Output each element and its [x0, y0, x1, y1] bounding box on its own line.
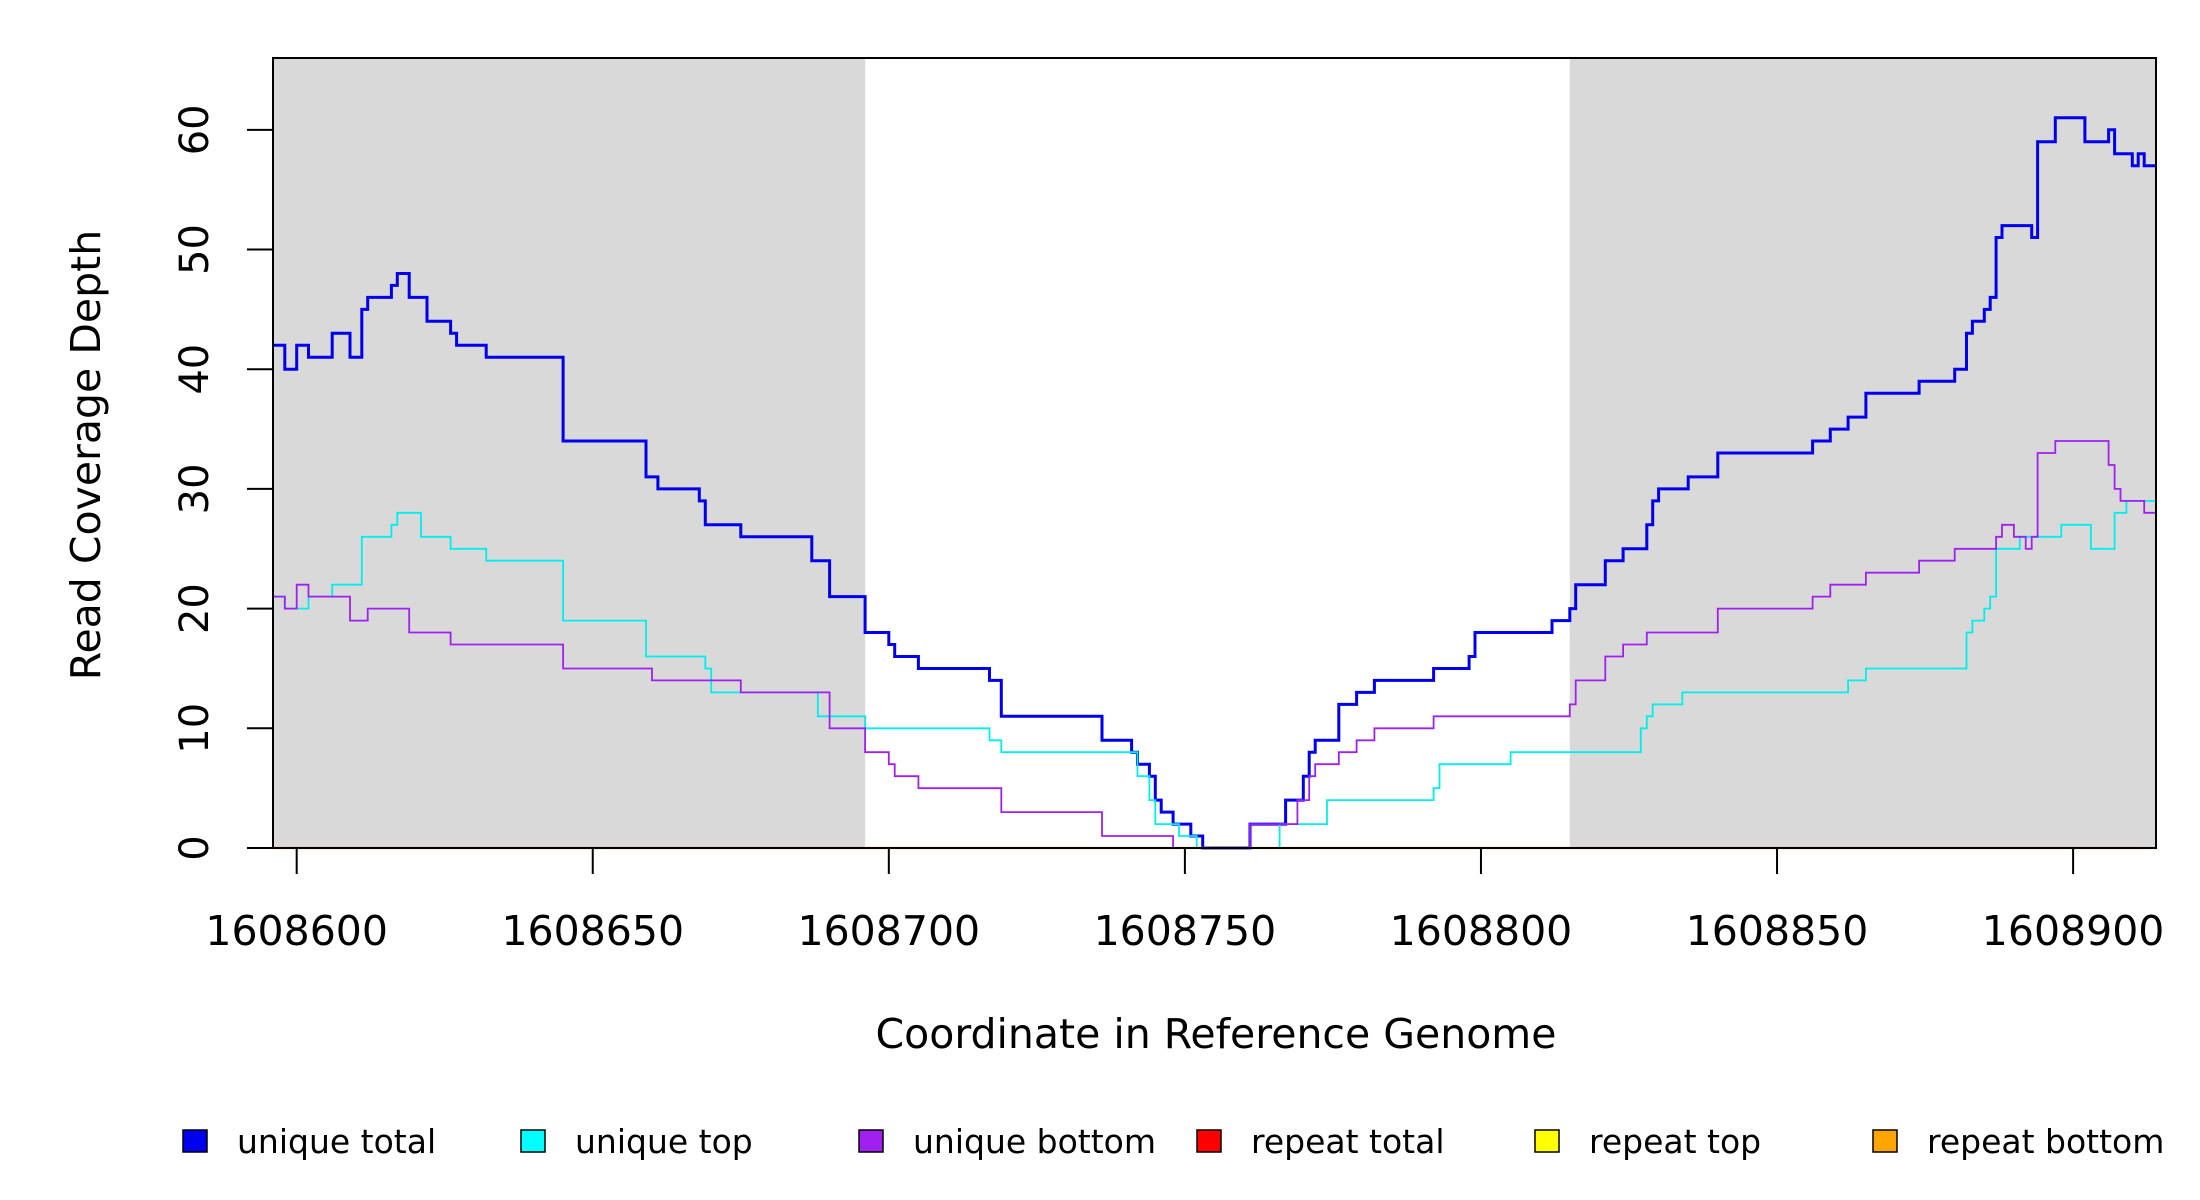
shaded-regions	[273, 58, 2156, 848]
x-axis: 1608600 1608650 1608700 1608750 1608800 16088…	[205, 847, 2165, 955]
x-tick-label: 1608700	[798, 907, 981, 955]
x-tick-label: 1608650	[501, 907, 684, 955]
legend-item-repeat-total: repeat total	[1196, 1122, 1445, 1161]
legend-item-repeat-top: repeat top	[1534, 1122, 1761, 1161]
x-tick-label: 1608850	[1686, 907, 1869, 955]
legend-swatch-unique-top	[520, 1129, 546, 1153]
legend-label-unique-top: unique top	[575, 1122, 753, 1161]
y-tick-label: 60	[172, 104, 218, 155]
series-line-unique-top	[273, 500, 2156, 849]
shaded-region-2	[1569, 58, 2156, 848]
y-tick-label: 40	[172, 344, 218, 395]
legend-swatch-repeat-total	[1196, 1129, 1222, 1153]
y-tick-label: 30	[172, 463, 218, 514]
legend-label-repeat-bottom: repeat bottom	[1927, 1122, 2164, 1161]
series-line-unique-total	[273, 116, 2156, 850]
legend-label-repeat-top: repeat top	[1589, 1122, 1761, 1161]
y-tick-label: 0	[172, 835, 218, 860]
series-line-unique-bottom	[273, 440, 2156, 849]
legend-label-unique-bottom: unique bottom	[913, 1122, 1156, 1161]
legend-swatch-unique-bottom	[858, 1129, 884, 1153]
x-tick-label: 1608600	[205, 907, 388, 955]
legend-swatch-repeat-top	[1534, 1129, 1560, 1153]
legend-label-repeat-total: repeat total	[1251, 1122, 1445, 1161]
legend-item-unique-top: unique top	[520, 1122, 753, 1161]
y-tick-label: 50	[172, 224, 218, 275]
legend-item-unique-bottom: unique bottom	[858, 1122, 1156, 1161]
legend-swatch-repeat-bottom	[1872, 1129, 1898, 1153]
y-tick-label: 10	[172, 703, 218, 754]
x-tick-label: 1608800	[1390, 907, 1573, 955]
legend-swatch-unique-total	[182, 1129, 208, 1153]
x-axis-label: Coordinate in Reference Genome	[876, 1010, 1557, 1058]
shaded-region-1	[273, 58, 866, 848]
x-tick-label: 1608750	[1094, 907, 1277, 955]
y-axis: 0 10 20 30 40 50 60	[172, 104, 274, 861]
legend-label-unique-total: unique total	[237, 1122, 436, 1161]
x-tick-label: 1608900	[1982, 907, 2165, 955]
y-axis-label: Read Coverage Depth	[62, 230, 110, 680]
y-tick-label: 20	[172, 583, 218, 634]
legend-item-repeat-bottom: repeat bottom	[1872, 1122, 2164, 1161]
legend: unique total unique top unique bottom repea…	[182, 1122, 2164, 1161]
legend-item-unique-total: unique total	[182, 1122, 436, 1161]
